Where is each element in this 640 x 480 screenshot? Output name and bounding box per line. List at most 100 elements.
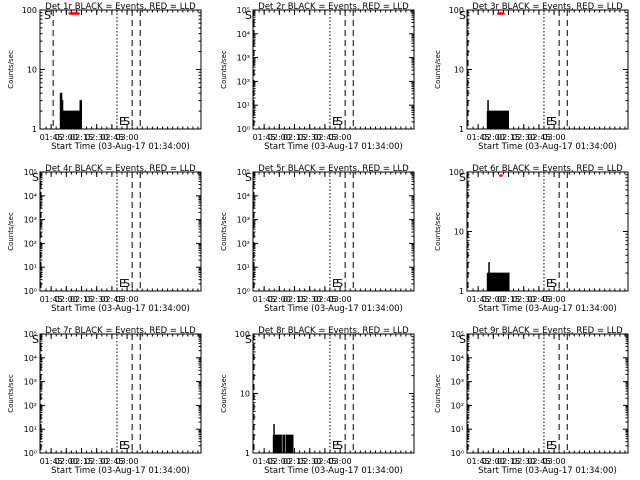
x-tick-label: 02:45 <box>100 457 123 466</box>
x-tick-label: 01:45 <box>253 133 276 142</box>
x-tick-label: 01:45 <box>40 457 63 466</box>
detector-panel-7: Det 7r BLACK = Events, RED = LLD 10⁰ 10¹ 10… <box>7 326 202 476</box>
y-tick-label: 10² <box>451 401 464 410</box>
y-tick-label: 100 <box>449 168 464 177</box>
x-tick-label: 03:00 <box>116 133 139 142</box>
y-tick-label: 10⁵ <box>237 168 250 177</box>
x-axis-label: Start Time (03-Aug-17 01:34:00) <box>51 304 190 314</box>
y-tick-label: 100 <box>235 330 250 339</box>
x-tick-label: 01:45 <box>467 295 490 304</box>
x-tick-label: 02:00 <box>268 133 291 142</box>
x-axis-label: Start Time (03-Aug-17 01:34:00) <box>264 466 403 476</box>
x-tick-label: 01:45 <box>467 133 490 142</box>
x-tick-label: 02:15 <box>283 295 306 304</box>
y-tick-label: 10⁴ <box>24 354 37 363</box>
x-tick-label: 01:45 <box>253 295 276 304</box>
detector-panel-9: Det 9r BLACK = Events, RED = LLD 10⁰ 10¹ 10… <box>434 326 629 476</box>
panel-title: Det 5r BLACK = Events, RED = LLD <box>258 164 409 174</box>
saa-marker-label: S <box>245 9 252 22</box>
x-tick-label: 03:00 <box>116 457 139 466</box>
saa-marker-label: S <box>245 333 252 346</box>
y-tick-label: 10⁵ <box>24 168 37 177</box>
lld-trace <box>68 11 81 16</box>
x-tick-label: 02:00 <box>55 133 78 142</box>
x-tick-label: 02:30 <box>85 295 108 304</box>
y-tick-label: 10³ <box>451 378 464 387</box>
panel-title: Det 1r BLACK = Events, RED = LLD <box>45 2 196 12</box>
y-tick-label: 10² <box>237 239 250 248</box>
eclipse-marker-label: E <box>332 439 339 452</box>
y-tick-label: 10³ <box>237 54 250 63</box>
x-tick-label: 02:00 <box>268 295 291 304</box>
saa-marker-label: S <box>123 115 130 128</box>
eclipse-marker-label: E <box>119 115 126 128</box>
x-tick-label: 02:30 <box>298 457 321 466</box>
detector-panel-4: Det 4r BLACK = Events, RED = LLD 10⁰ 10¹ 10… <box>7 164 202 314</box>
detector-panel-6: Det 6r BLACK = Events, RED = LLD 1 10 100 01… <box>434 164 629 314</box>
y-tick-label: 10¹ <box>24 263 37 272</box>
x-tick-label: 02:45 <box>313 457 336 466</box>
x-tick-label: 02:30 <box>298 295 321 304</box>
events-trace <box>486 100 509 130</box>
saa-marker-label: S <box>336 115 343 128</box>
detector-panel-5: Det 5r BLACK = Events, RED = LLD 10⁰ 10¹ 10… <box>220 164 415 314</box>
x-tick-label: 01:45 <box>40 133 63 142</box>
x-tick-label: 02:45 <box>313 133 336 142</box>
x-axis-label: Start Time (03-Aug-17 01:34:00) <box>51 142 190 152</box>
y-tick-label: 10⁵ <box>24 330 37 339</box>
y-tick-label: 10⁴ <box>237 192 250 201</box>
x-tick-label: 02:45 <box>527 133 550 142</box>
saa-marker-label: S <box>123 277 130 290</box>
lld-trace <box>496 11 506 16</box>
x-axis-label: Start Time (03-Aug-17 01:34:00) <box>264 304 403 314</box>
x-tick-label: 02:00 <box>482 457 505 466</box>
saa-marker-label: S <box>123 439 130 452</box>
y-tick-label: 10¹ <box>24 425 37 434</box>
x-axis-label: Start Time (03-Aug-17 01:34:00) <box>478 304 617 314</box>
y-tick-label: 1 <box>459 287 464 296</box>
x-tick-label: 02:15 <box>497 457 520 466</box>
y-tick-label: 10¹ <box>237 101 250 110</box>
y-axis-label: Counts/sec <box>434 50 442 89</box>
saa-marker-label: S <box>550 439 557 452</box>
y-tick-label: 10¹ <box>451 425 464 434</box>
y-tick-label: 10² <box>24 401 37 410</box>
y-tick-label: 10¹ <box>237 263 250 272</box>
y-axis-label: Counts/sec <box>7 50 15 89</box>
x-axis-label: Start Time (03-Aug-17 01:34:00) <box>478 466 617 476</box>
x-tick-label: 02:00 <box>482 295 505 304</box>
y-tick-label: 1 <box>32 125 37 134</box>
x-tick-label: 02:00 <box>482 133 505 142</box>
detector-panel-8: Det 8r BLACK = Events, RED = LLD 1 10 100 01… <box>220 326 415 476</box>
y-tick-label: 10³ <box>24 378 37 387</box>
x-tick-label: 02:30 <box>298 133 321 142</box>
y-tick-label: 100 <box>449 6 464 15</box>
y-tick-label: 10 <box>454 66 464 75</box>
y-tick-label: 10 <box>454 228 464 237</box>
y-tick-label: 10⁴ <box>237 30 250 39</box>
y-tick-label: 10² <box>237 77 250 86</box>
x-tick-label: 01:45 <box>467 457 490 466</box>
y-tick-label: 10³ <box>237 216 250 225</box>
saa-marker-label: S <box>550 115 557 128</box>
x-axis-label: Start Time (03-Aug-17 01:34:00) <box>264 142 403 152</box>
plot-frame <box>466 333 629 454</box>
x-tick-label: 02:00 <box>55 457 78 466</box>
y-tick-label: 1 <box>459 125 464 134</box>
events-trace <box>272 424 294 454</box>
eclipse-marker-label: E <box>546 277 553 290</box>
saa-marker-label: S <box>550 277 557 290</box>
y-tick-label: 10⁰ <box>24 449 37 458</box>
x-tick-label: 03:00 <box>543 457 566 466</box>
x-tick-label: 02:15 <box>283 133 306 142</box>
y-tick-label: 10⁰ <box>237 125 250 134</box>
x-tick-label: 02:15 <box>70 133 93 142</box>
x-tick-label: 03:00 <box>329 457 352 466</box>
detector-panel-3: Det 3r BLACK = Events, RED = LLD 1 10 100 01… <box>434 2 629 152</box>
events-trace <box>59 92 82 130</box>
x-tick-label: 03:00 <box>116 295 139 304</box>
y-axis-label: Counts/sec <box>7 212 15 251</box>
panel-title: Det 6r BLACK = Events, RED = LLD <box>472 164 623 174</box>
y-tick-label: 10 <box>240 390 250 399</box>
